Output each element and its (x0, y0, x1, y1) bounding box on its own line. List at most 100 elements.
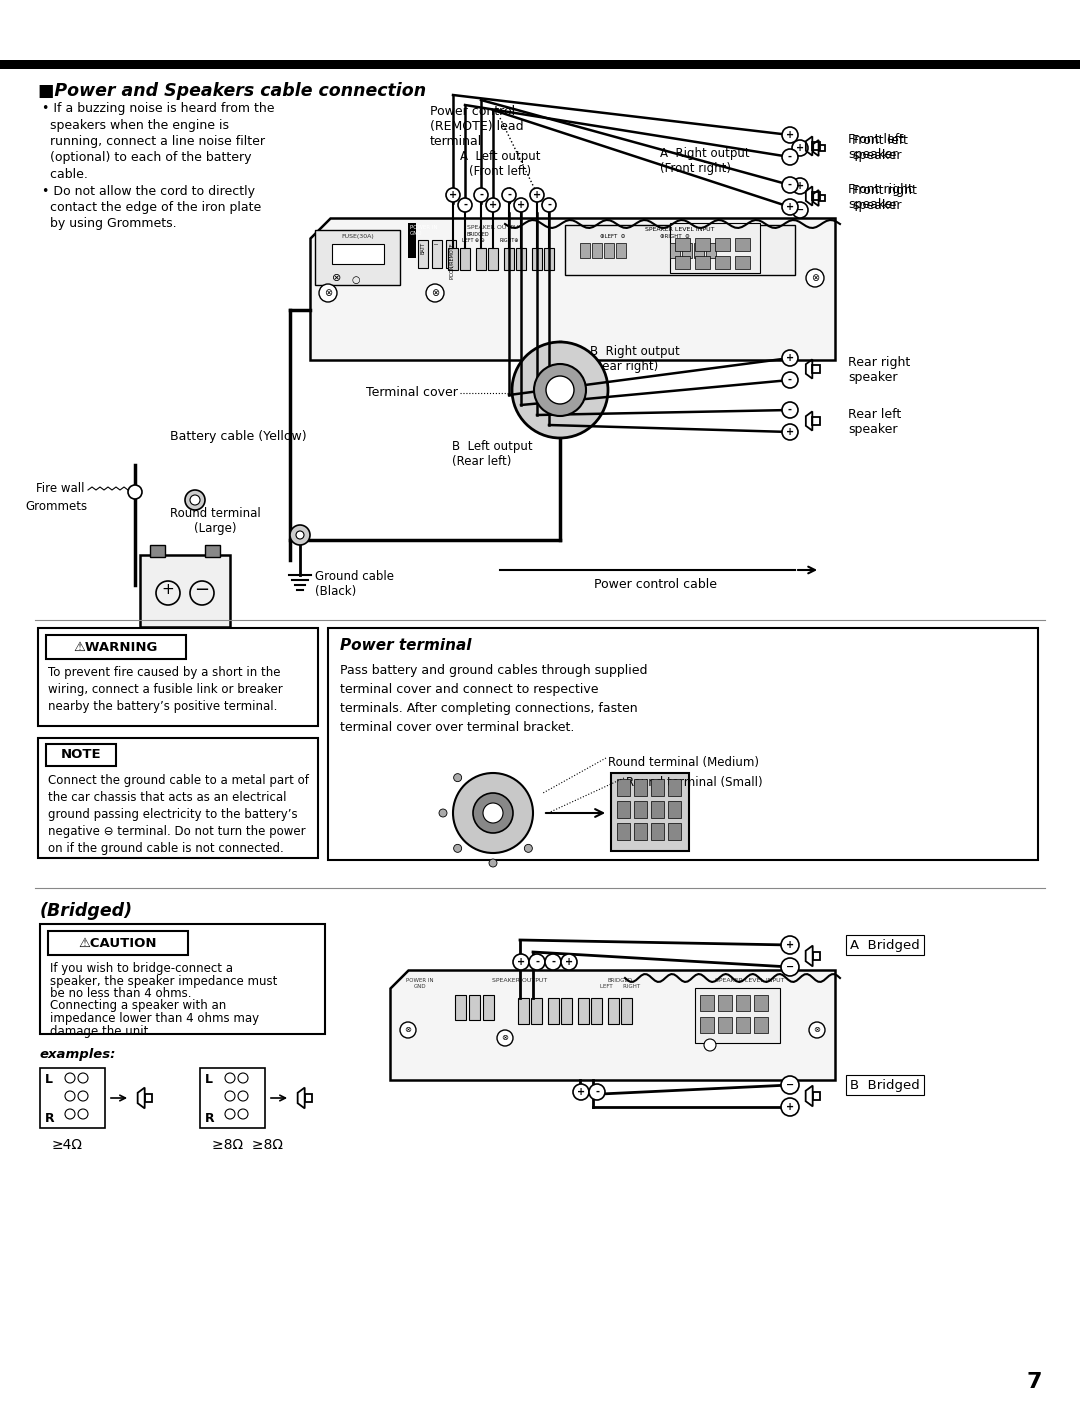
Bar (700, 995, 714, 1011)
Text: −: − (796, 205, 805, 215)
Bar (700, 1017, 714, 1034)
Bar (150, 545, 165, 556)
Text: +: + (489, 201, 497, 210)
Text: ≥4Ω: ≥4Ω (52, 1138, 83, 1152)
Text: L: L (45, 1073, 53, 1086)
Bar (518, 998, 529, 1024)
Text: ⊗: ⊗ (324, 288, 332, 298)
Circle shape (529, 955, 545, 970)
Bar (675, 256, 690, 270)
Circle shape (238, 1108, 248, 1118)
Circle shape (486, 198, 500, 212)
Bar (46, 744, 116, 765)
Bar (694, 243, 704, 258)
Text: examples:: examples: (40, 1048, 117, 1060)
Text: • Do not allow the cord to directly: • Do not allow the cord to directly (42, 185, 255, 198)
Circle shape (573, 1084, 589, 1100)
Circle shape (809, 1022, 825, 1038)
Text: Pass battery and ground cables through supplied: Pass battery and ground cables through s… (340, 664, 648, 676)
Text: -: - (480, 191, 483, 201)
Bar (696, 256, 710, 270)
Bar (544, 249, 554, 270)
Text: terminal cover and connect to respective: terminal cover and connect to respective (340, 683, 598, 696)
Circle shape (704, 1039, 716, 1051)
Text: RIGHT⊕: RIGHT⊕ (500, 239, 519, 243)
Text: be no less than 4 ohms.: be no less than 4 ohms. (50, 987, 191, 1000)
Text: by using Grommets.: by using Grommets. (42, 217, 177, 230)
Circle shape (454, 844, 461, 853)
Circle shape (806, 270, 824, 287)
Text: Fire wall: Fire wall (37, 481, 85, 496)
Text: cable.: cable. (42, 168, 87, 181)
Circle shape (473, 794, 513, 833)
Bar (408, 223, 416, 258)
Circle shape (781, 1076, 799, 1094)
Bar (469, 995, 480, 1019)
Circle shape (426, 284, 444, 302)
Text: ⊗: ⊗ (813, 1025, 821, 1035)
Bar (669, 823, 681, 840)
Bar (328, 628, 1038, 860)
Circle shape (78, 1073, 87, 1083)
Text: +: + (162, 583, 174, 597)
Circle shape (65, 1073, 75, 1083)
Bar (548, 998, 559, 1024)
Circle shape (782, 176, 798, 193)
Bar (812, 143, 820, 150)
Circle shape (545, 955, 561, 970)
Text: POWER IN
GND: POWER IN GND (406, 979, 434, 988)
Circle shape (185, 490, 205, 510)
Text: B  Left output
(Rear left): B Left output (Rear left) (453, 441, 532, 467)
Bar (812, 417, 820, 425)
Text: ⚠WARNING: ⚠WARNING (73, 641, 158, 654)
Circle shape (190, 496, 200, 505)
Circle shape (782, 371, 798, 388)
Polygon shape (390, 970, 835, 1080)
Text: Front right
speaker: Front right speaker (848, 184, 913, 210)
Text: POWER IN
GND: POWER IN GND (410, 225, 437, 236)
Bar (669, 779, 681, 796)
Bar (446, 240, 456, 268)
Text: -: - (788, 405, 792, 415)
Bar (205, 545, 220, 556)
Circle shape (129, 484, 141, 498)
Text: Round terminal
(Large): Round terminal (Large) (170, 507, 260, 535)
Bar (476, 249, 486, 270)
Circle shape (438, 809, 447, 818)
Bar (516, 249, 526, 270)
Circle shape (454, 774, 461, 782)
Text: P.CON/REMOTE: P.CON/REMOTE (448, 241, 454, 278)
Circle shape (525, 844, 532, 853)
Bar (460, 249, 470, 270)
Circle shape (589, 1084, 605, 1100)
Circle shape (225, 1091, 235, 1101)
Bar (46, 635, 186, 659)
Circle shape (781, 1099, 799, 1115)
Circle shape (474, 188, 488, 202)
Text: Grommets: Grommets (26, 500, 87, 513)
Text: ⊕RIGHT  ⊖: ⊕RIGHT ⊖ (660, 234, 690, 239)
Circle shape (792, 140, 808, 155)
Circle shape (534, 364, 586, 417)
Bar (715, 256, 730, 270)
Text: L: L (205, 1073, 213, 1086)
Text: ○: ○ (352, 275, 361, 285)
Text: -: - (788, 152, 792, 162)
Text: +: + (796, 181, 805, 191)
Text: +: + (796, 143, 805, 152)
Bar (592, 243, 602, 258)
Text: ⊗: ⊗ (501, 1034, 509, 1042)
Text: impedance lower than 4 ohms may: impedance lower than 4 ohms may (50, 1012, 259, 1025)
Text: A  Left output
(Front left): A Left output (Front left) (460, 150, 540, 178)
Bar (561, 998, 572, 1024)
Circle shape (296, 531, 303, 539)
Bar (0, 59, 1080, 69)
Text: A  Right output
(Front right): A Right output (Front right) (660, 147, 750, 175)
Circle shape (781, 936, 799, 955)
Bar (651, 779, 664, 796)
Text: If you wish to bridge-connect a: If you wish to bridge-connect a (50, 962, 233, 976)
Text: -: - (507, 191, 511, 201)
Text: speaker, the speaker impedance must: speaker, the speaker impedance must (50, 974, 278, 987)
Bar (735, 1017, 750, 1034)
Text: Connecting a speaker with an: Connecting a speaker with an (50, 1000, 226, 1012)
